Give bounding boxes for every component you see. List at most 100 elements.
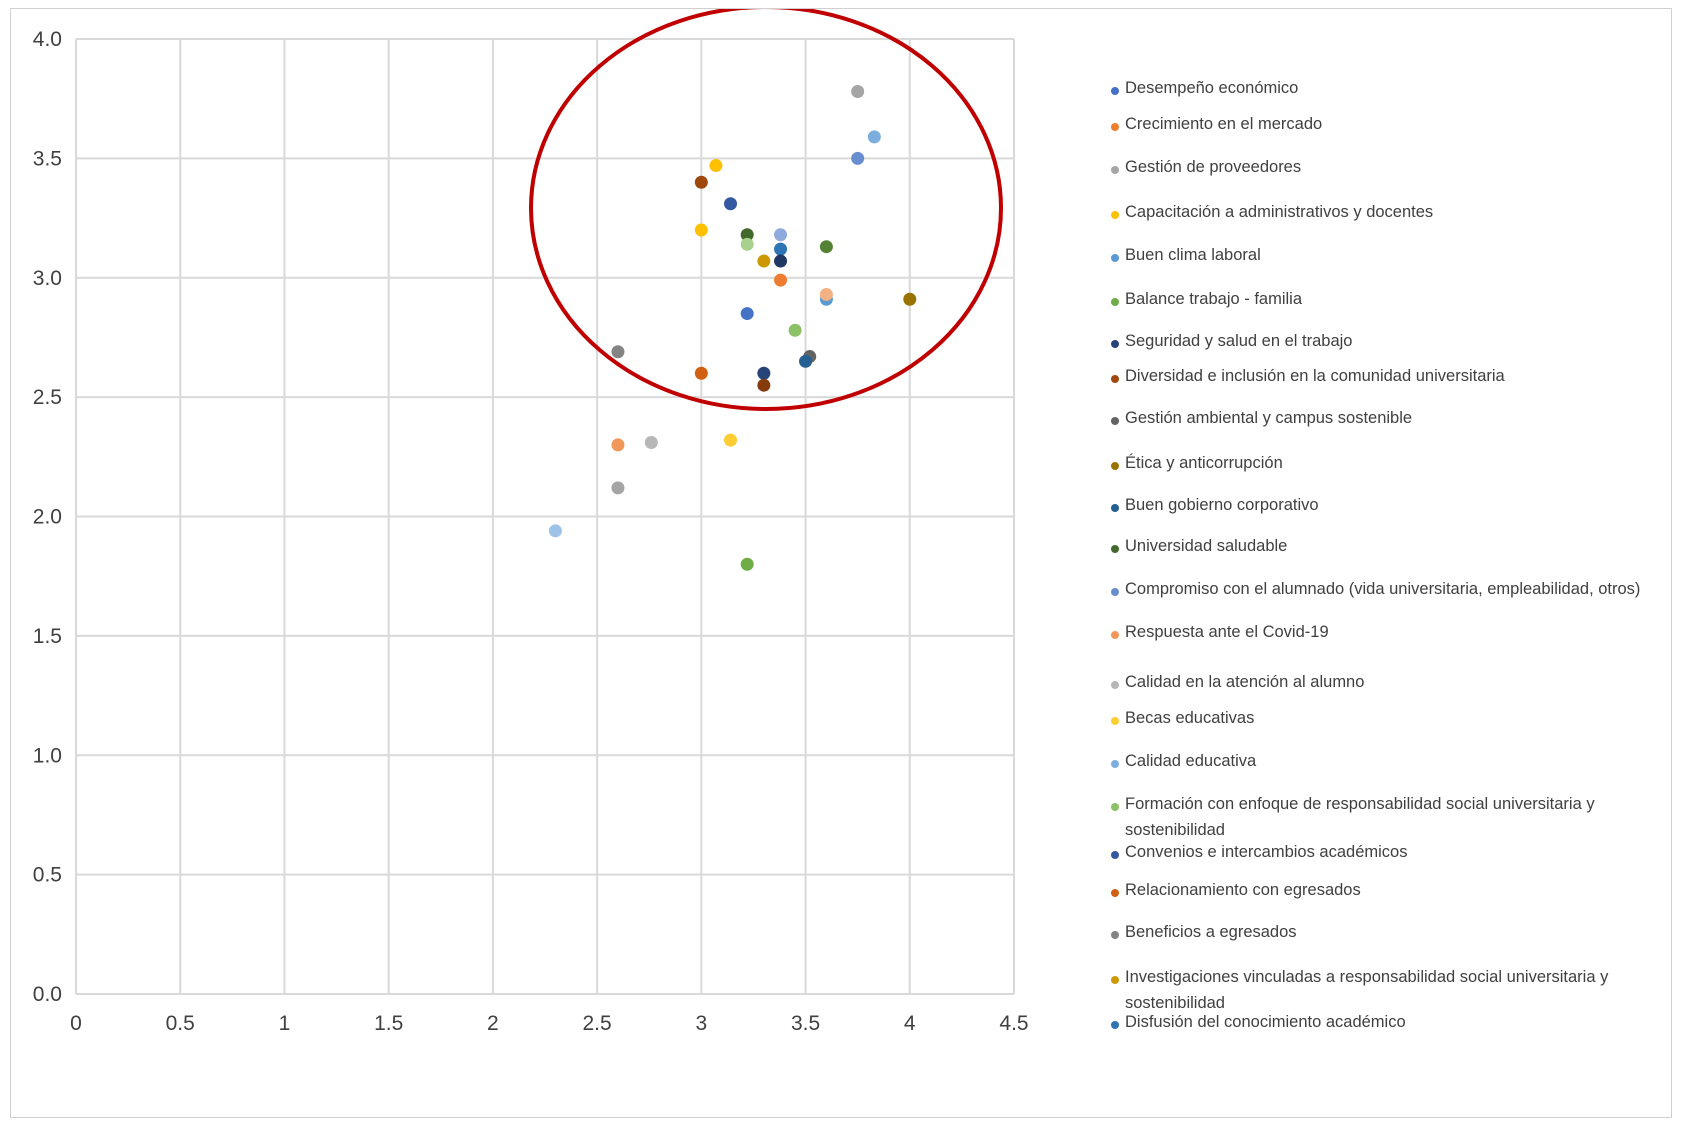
y-tick-label: 2.5	[33, 386, 62, 409]
legend-item: Seguridad y salud en el trabajo	[1111, 328, 1665, 354]
x-tick-label: 2.5	[583, 1012, 612, 1035]
legend-item: Disfusión del conocimiento académico	[1111, 1009, 1665, 1035]
legend-label: Gestión ambiental y campus sostenible	[1125, 409, 1413, 427]
legend-item: Universidad saludable	[1111, 533, 1665, 559]
legend-label: Seguridad y salud en el trabajo	[1125, 332, 1353, 350]
legend-item: Gestión de proveedores	[1111, 154, 1665, 180]
data-point	[709, 159, 723, 173]
legend-label: Convenios e intercambios académicos	[1125, 843, 1408, 861]
legend-marker	[1111, 976, 1119, 984]
legend-label: Compromiso con el alumnado (vida univers…	[1125, 580, 1641, 598]
legend-label: Buen gobierno corporativo	[1125, 496, 1319, 514]
legend-marker	[1111, 123, 1119, 131]
legend-label: Calidad en la atención al alumno	[1125, 673, 1365, 691]
legend-label: Disfusión del conocimiento académico	[1125, 1013, 1406, 1031]
data-point	[548, 524, 562, 538]
data-point	[757, 378, 771, 392]
legend-marker	[1111, 504, 1119, 512]
legend-marker	[1111, 211, 1119, 219]
legend-item: Calidad educativa	[1111, 748, 1665, 774]
x-tick-label: 4	[904, 1012, 916, 1035]
legend-item: Respuesta ante el Covid-19	[1111, 619, 1665, 645]
legend-item: Compromiso con el alumnado (vida univers…	[1111, 576, 1665, 602]
data-point	[611, 481, 625, 495]
legend-label: Beneficios a egresados	[1125, 923, 1297, 941]
legend-item: Formación con enfoque de responsabilidad…	[1111, 791, 1665, 843]
data-point	[694, 175, 708, 189]
legend-marker	[1111, 1021, 1119, 1029]
legend-label: Gestión de proveedores	[1125, 158, 1302, 176]
y-tick-label: 4.0	[33, 28, 62, 51]
y-tick-label: 1.5	[33, 625, 62, 648]
data-point	[799, 354, 813, 368]
data-points	[548, 85, 917, 571]
legend-item: Gestión ambiental y campus sostenible	[1111, 405, 1665, 431]
y-tick-label: 2.0	[33, 506, 62, 529]
x-axis-ticks: 0 0.5 1 1.5 2 2.5 3 3.5 4 4.5	[70, 1012, 1028, 1035]
legend-item: Desempeño económico	[1111, 75, 1665, 101]
y-tick-label: 1.0	[33, 744, 62, 767]
data-point	[851, 85, 865, 99]
legend-label: Ética y anticorrupción	[1125, 454, 1283, 472]
x-tick-label: 3.5	[791, 1012, 820, 1035]
x-tick-label: 1.5	[374, 1012, 403, 1035]
gridlines	[75, 38, 1015, 995]
legend-item: Balance trabajo - familia	[1111, 286, 1665, 312]
data-point	[774, 242, 788, 256]
data-point	[867, 130, 881, 144]
legend-label: Becas educativas	[1125, 709, 1255, 727]
data-point	[740, 557, 754, 571]
x-tick-label: 0.5	[166, 1012, 195, 1035]
legend-marker	[1111, 631, 1119, 639]
legend-item: Capacitación a administrativos y docente…	[1111, 199, 1665, 225]
legend-marker	[1111, 254, 1119, 262]
y-tick-label: 0.0	[33, 983, 62, 1006]
legend-marker	[1111, 717, 1119, 725]
data-point	[611, 438, 625, 452]
legend-item: Buen gobierno corporativo	[1111, 492, 1665, 518]
data-point	[724, 433, 738, 447]
x-tick-label: 3	[695, 1012, 707, 1035]
data-point	[774, 254, 788, 268]
data-point	[851, 151, 865, 165]
data-point	[694, 223, 708, 237]
legend-label: Crecimiento en el mercado	[1125, 115, 1323, 133]
legend-marker	[1111, 545, 1119, 553]
chart-area: 0 0.5 1 1.5 2 2.5 3 3.5 4 4.5 0.0 0.5 1.0 1.5 2.0 2.5 3…	[10, 8, 1672, 1118]
legend-label: Diversidad e inclusión en la comunidad u…	[1125, 367, 1505, 385]
data-point	[819, 240, 833, 254]
legend-label: Capacitación a administrativos y docente…	[1125, 203, 1434, 221]
legend-label: Desempeño económico	[1125, 79, 1299, 97]
legend-marker	[1111, 681, 1119, 689]
legend-label: Formación con enfoque de responsabilidad…	[1125, 795, 1595, 839]
legend-label: Balance trabajo - familia	[1125, 290, 1303, 308]
legend-marker	[1111, 851, 1119, 859]
legend-label: Calidad educativa	[1125, 752, 1257, 770]
legend-marker	[1111, 340, 1119, 348]
highlight-ellipse	[529, 9, 1003, 411]
scatter-plot: 0 0.5 1 1.5 2 2.5 3 3.5 4 4.5 0.0 0.5 1.0 1.5 2.0 2.5 3…	[33, 9, 1029, 1035]
data-point	[903, 292, 917, 306]
legend-label: Universidad saludable	[1125, 537, 1288, 555]
data-point	[740, 307, 754, 321]
legend-marker	[1111, 166, 1119, 174]
data-point	[740, 237, 754, 251]
legend-item: Relacionamiento con egresados	[1111, 877, 1665, 903]
data-point	[788, 323, 802, 337]
data-point	[819, 287, 833, 301]
data-point	[611, 345, 625, 359]
y-tick-label: 0.5	[33, 864, 62, 887]
legend-marker	[1111, 375, 1119, 383]
legend-item: Ética y anticorrupción	[1111, 450, 1665, 476]
x-tick-label: 0	[70, 1012, 82, 1035]
data-point	[757, 366, 771, 380]
legend-marker	[1111, 803, 1119, 811]
data-point	[644, 435, 658, 449]
data-point	[724, 197, 738, 211]
y-tick-label: 3.0	[33, 267, 62, 290]
legend-marker	[1111, 417, 1119, 425]
legend-item: Convenios e intercambios académicos	[1111, 839, 1665, 865]
legend-item: Beneficios a egresados	[1111, 919, 1665, 945]
legend-marker	[1111, 298, 1119, 306]
legend-marker	[1111, 760, 1119, 768]
